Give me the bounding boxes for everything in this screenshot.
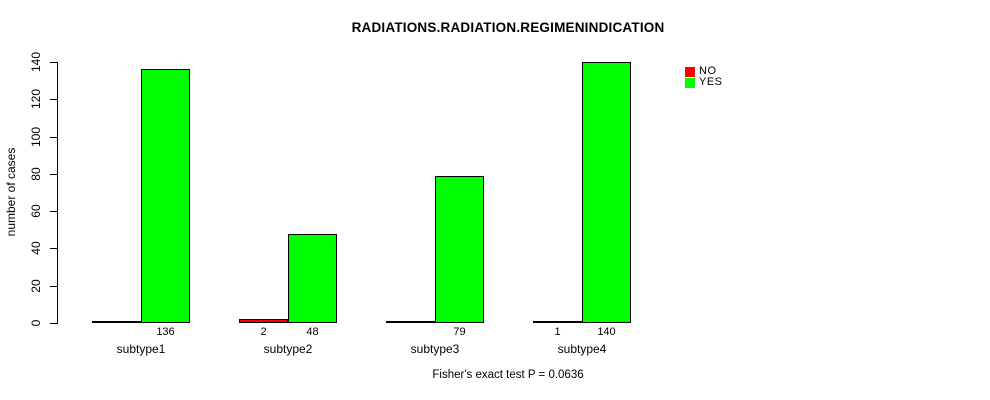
bar-subtype2-yes xyxy=(288,234,337,323)
bar-subtype4-no-value-label: 1 xyxy=(554,326,561,338)
y-axis-tick xyxy=(50,211,57,212)
legend-label-no: NO xyxy=(699,65,717,77)
y-axis-tick xyxy=(50,99,57,100)
y-axis-tick-label: 80 xyxy=(29,167,43,181)
y-axis-tick-label: 20 xyxy=(29,279,43,293)
y-axis-tick xyxy=(50,248,57,249)
bar-subtype2-no xyxy=(239,319,288,323)
x-axis-category-label-subtype3: subtype3 xyxy=(410,342,460,356)
bar-subtype4-no xyxy=(533,321,582,323)
y-axis-line xyxy=(57,62,58,324)
caption: Fisher's exact test P = 0.0636 xyxy=(432,369,584,381)
y-axis-title: number of cases xyxy=(4,147,18,237)
legend-item-yes: YES xyxy=(685,77,723,88)
x-axis-category-label-subtype2: subtype2 xyxy=(263,342,313,356)
bar-subtype2-no-value-label: 2 xyxy=(260,326,267,338)
legend-item-no: NO xyxy=(685,66,723,77)
bar-subtype1-no xyxy=(92,321,141,323)
y-axis-tick xyxy=(50,174,57,175)
bar-subtype2-yes-value-label: 48 xyxy=(306,326,319,338)
bar-subtype3-no xyxy=(386,321,435,323)
y-axis-tick-label: 140 xyxy=(29,51,43,73)
legend-label-yes: YES xyxy=(699,76,723,88)
bar-subtype4-yes-value-label: 140 xyxy=(597,326,616,338)
legend: NO YES xyxy=(685,66,723,88)
bar-subtype1-yes xyxy=(141,69,190,323)
y-axis-tick-label: 0 xyxy=(29,319,43,327)
x-axis-category-label-subtype1: subtype1 xyxy=(116,342,166,356)
legend-swatch-no-icon xyxy=(685,66,695,77)
y-axis-tick-label: 40 xyxy=(29,241,43,255)
bar-subtype3-yes xyxy=(435,176,484,323)
bar-subtype4-yes xyxy=(582,62,631,323)
y-axis-tick xyxy=(50,323,57,324)
bar-subtype1-yes-value-label: 136 xyxy=(156,326,175,338)
y-axis-tick xyxy=(50,286,57,287)
y-axis-tick xyxy=(50,62,57,63)
y-axis-tick xyxy=(50,137,57,138)
x-axis-category-label-subtype4: subtype4 xyxy=(557,342,607,356)
y-axis-tick-label: 100 xyxy=(29,126,43,148)
y-axis-tick-label: 60 xyxy=(29,204,43,218)
y-axis-tick-label: 120 xyxy=(29,88,43,110)
legend-swatch-yes-icon xyxy=(685,77,695,88)
chart-title: RADIATIONS.RADIATION.REGIMENINDICATION xyxy=(351,20,665,35)
bar-subtype3-yes-value-label: 79 xyxy=(453,326,466,338)
